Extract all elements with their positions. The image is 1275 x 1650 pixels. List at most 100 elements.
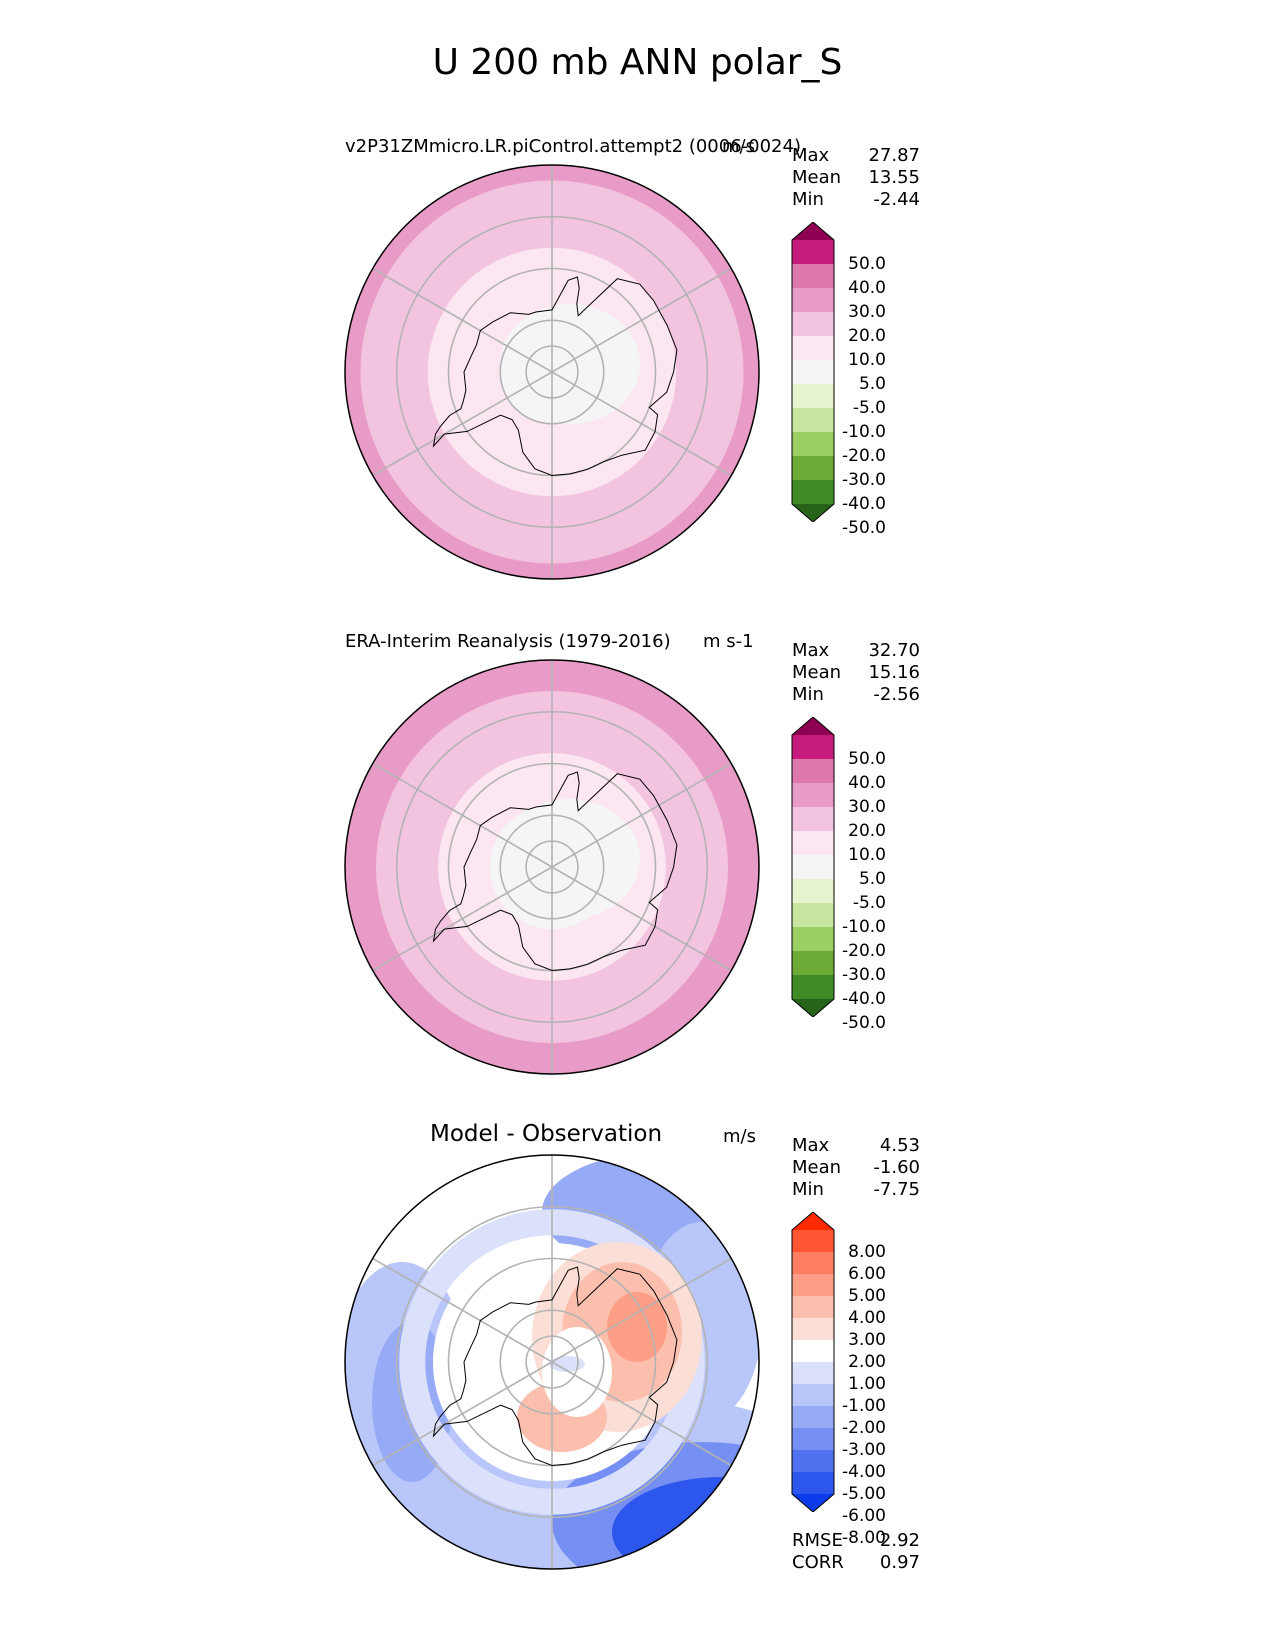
panel-1-title: v2P31ZMmicro.LR.piControl.attempt2 (0006…	[345, 136, 801, 157]
colorbar-swatch	[792, 807, 834, 832]
colorbar-swatch	[792, 783, 834, 808]
mean-label: Mean	[792, 662, 842, 683]
max-value: 4.53	[879, 1135, 920, 1156]
max-value: 32.70	[868, 640, 920, 661]
contour-band	[607, 1292, 667, 1362]
panel-3-polar-map	[344, 1154, 760, 1570]
colorbar-swatch	[792, 240, 834, 265]
colorbar-swatch	[792, 759, 834, 784]
colorbar-outline	[791, 222, 835, 522]
colorbar-extend-min	[792, 999, 834, 1017]
meridian-line	[551, 267, 732, 373]
colorbar-swatch	[792, 384, 834, 409]
colorbar-swatch	[792, 360, 834, 385]
meridian-line	[372, 762, 553, 868]
colorbar-tick-label: 20.0	[848, 326, 886, 346]
corr-label: CORR	[792, 1552, 844, 1573]
panel-3-metrics: RMSE 2.92 CORR 0.97	[792, 1530, 920, 1574]
colorbar-swatch	[792, 456, 834, 481]
min-value: -2.44	[873, 189, 920, 210]
colorbar-tick-label: -10.0	[842, 422, 886, 442]
colorbar-tick-label: -6.00	[842, 1506, 886, 1526]
colorbar-swatch	[792, 408, 834, 433]
colorbar-swatch	[792, 1318, 834, 1341]
colorbar-swatch	[792, 855, 834, 880]
map-boundary	[344, 659, 760, 1075]
colorbar-tick-label: 50.0	[848, 749, 886, 769]
colorbar-tick-label: -4.00	[842, 1462, 886, 1482]
map-boundary	[344, 164, 760, 580]
colorbar-outline	[791, 1212, 835, 1512]
meridian-line	[551, 762, 732, 868]
colorbar-tick-label: -20.0	[842, 941, 886, 961]
panel-3-colorbar-labels: 8.00 6.00 5.00 4.00 3.00 2.00 1.00 -1.00 -2.00 -3…	[836, 1212, 886, 1548]
colorbar-tick-label: 3.00	[848, 1330, 886, 1350]
colorbar-swatch	[792, 903, 834, 928]
colorbar-swatch	[792, 735, 834, 760]
contour-band	[500, 304, 640, 424]
colorbar-outline	[791, 717, 835, 1017]
colorbar-swatch	[792, 1428, 834, 1451]
panel-1-colorbar	[791, 222, 835, 522]
colorbar-swatch	[792, 1274, 834, 1297]
colorbar-extend-max	[792, 222, 834, 240]
colorbar-tick-label: -1.00	[842, 1396, 886, 1416]
panel-3-units: m/s	[723, 1126, 756, 1147]
min-value: -2.56	[873, 684, 920, 705]
colorbar-extend-min	[792, 1494, 834, 1512]
mean-label: Mean	[792, 1157, 842, 1178]
colorbar-swatch	[792, 480, 834, 505]
map-boundary	[344, 1154, 760, 1570]
colorbar-tick-label: -5.0	[852, 398, 886, 418]
graticule	[372, 660, 732, 1074]
colorbar-tick-label: -8.00	[842, 1528, 886, 1548]
meridian-line	[551, 866, 732, 972]
colorbar-tick-label: 50.0	[848, 254, 886, 274]
colorbar-tick-label: 40.0	[848, 278, 886, 298]
panel-1-units: m/s	[722, 136, 755, 157]
max-label: Max	[792, 640, 830, 661]
colorbar-tick-label: -3.00	[842, 1440, 886, 1460]
colorbar-swatch	[792, 1450, 834, 1473]
colorbar-swatch	[792, 951, 834, 976]
contour-band	[542, 1327, 612, 1417]
meridian-line	[372, 866, 553, 972]
colorbar-tick-label: 1.00	[848, 1374, 886, 1394]
panel-3-colorbar	[791, 1212, 835, 1512]
colorbar-swatch	[792, 1472, 834, 1495]
colorbar-swatch	[792, 879, 834, 904]
colorbar-tick-label: -5.0	[852, 893, 886, 913]
panel-2-colorbar-labels: 50.0 40.0 30.0 20.0 10.0 5.0 -5.0 -10.0 -20.0 -30…	[836, 717, 886, 1033]
colorbar-tick-label: -20.0	[842, 446, 886, 466]
panel-3-title: Model - Observation	[430, 1121, 663, 1147]
corr-value: 0.97	[879, 1552, 920, 1573]
panel-2-units: m s-1	[703, 631, 754, 652]
colorbar-tick-label: -2.00	[842, 1418, 886, 1438]
meridian-line	[372, 1257, 553, 1363]
colorbar-tick-label: -50.0	[842, 1013, 886, 1033]
colorbar-swatch	[792, 1230, 834, 1253]
colorbar-swatch	[792, 336, 834, 361]
colorbar-tick-label: 6.00	[848, 1264, 886, 1284]
colorbar-tick-label: 40.0	[848, 773, 886, 793]
colorbar-tick-label: 5.0	[858, 869, 886, 889]
colorbar-tick-label: 5.00	[848, 1286, 886, 1306]
colorbar-swatch	[792, 312, 834, 337]
antarctica-coastline	[432, 1266, 678, 1467]
colorbar-swatch	[792, 927, 834, 952]
min-label: Min	[792, 684, 824, 705]
meridian-line	[551, 1361, 732, 1467]
meridian-line	[372, 371, 553, 477]
min-label: Min	[792, 189, 824, 210]
colorbar-tick-label: 8.00	[848, 1242, 886, 1262]
rmse-label: RMSE	[792, 1530, 843, 1551]
mean-label: Mean	[792, 167, 842, 188]
max-label: Max	[792, 1135, 830, 1156]
colorbar-tick-label: -10.0	[842, 917, 886, 937]
mean-value: -1.60	[873, 1157, 920, 1178]
colorbar-tick-label: 20.0	[848, 821, 886, 841]
colorbar-swatch	[792, 1406, 834, 1429]
colorbar-swatch	[792, 975, 834, 1000]
antarctica-coastline	[432, 771, 678, 972]
colorbar-tick-label: -40.0	[842, 989, 886, 1009]
